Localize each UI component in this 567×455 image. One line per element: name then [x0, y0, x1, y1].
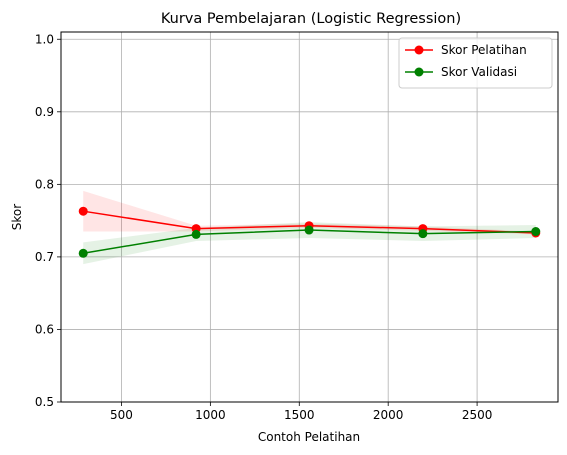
x-tick-label: 500	[110, 408, 133, 422]
chart-title: Kurva Pembelajaran (Logistic Regression)	[161, 11, 461, 27]
data-point	[78, 206, 88, 216]
data-point	[191, 229, 201, 239]
legend-marker	[414, 45, 424, 55]
x-tick-label: 2500	[462, 408, 493, 422]
y-tick-label: 0.7	[35, 250, 54, 264]
data-point	[531, 227, 541, 237]
y-tick-label: 1.0	[35, 32, 54, 46]
axis-ticks: 500 1000 1500 2000 2500 0.5 0.6 0.7 0.8 0.9 1.0	[35, 32, 492, 422]
data-point	[78, 248, 88, 258]
legend-box	[398, 37, 553, 89]
data-point	[304, 225, 314, 235]
legend-marker	[414, 67, 424, 77]
x-tick-label: 2000	[373, 408, 404, 422]
plot-area-frame	[60, 31, 559, 403]
x-axis-label: Contoh Pelatihan	[258, 430, 360, 444]
y-tick-label: 0.9	[35, 105, 54, 119]
data-point	[418, 229, 428, 239]
y-axis-label: Skor	[10, 204, 24, 230]
legend-label: Skor Pelatihan	[441, 43, 527, 57]
y-tick-label: 0.6	[35, 322, 54, 336]
legend-label: Skor Validasi	[441, 65, 517, 79]
y-tick-label: 0.5	[35, 395, 54, 409]
x-tick-label: 1500	[284, 408, 315, 422]
x-tick-label: 1000	[195, 408, 226, 422]
legend: Skor Pelatihan Skor Validasi	[398, 37, 553, 89]
series-lines	[78, 206, 541, 258]
y-tick-label: 0.8	[35, 177, 54, 191]
